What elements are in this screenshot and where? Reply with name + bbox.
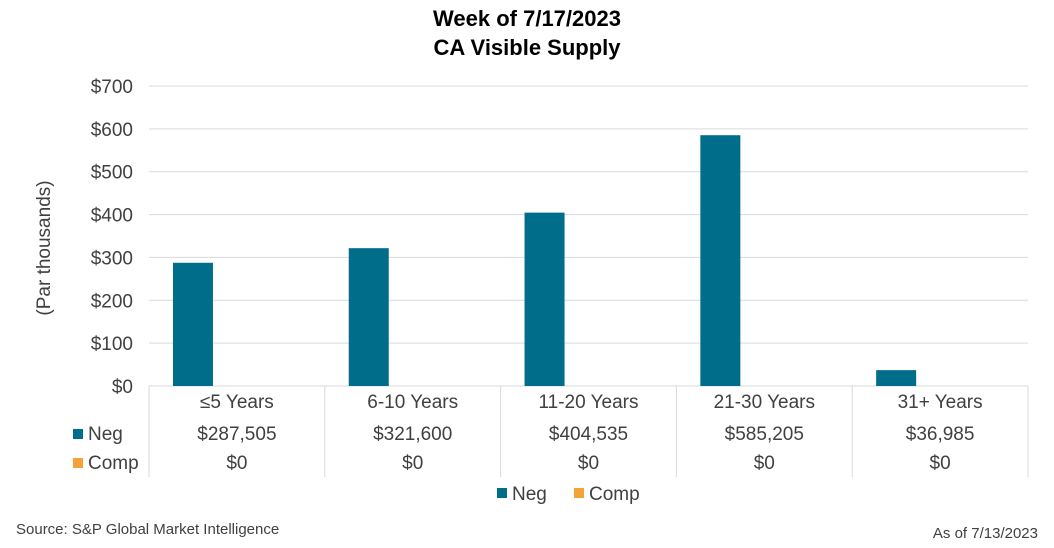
x-tick-label: ≤5 Years <box>200 392 274 413</box>
legend-swatch-comp <box>574 488 584 498</box>
legend-swatch-neg <box>497 488 507 498</box>
y-axis-label: (Par thousands) <box>34 180 55 315</box>
y-tick-label: $700 <box>91 77 133 98</box>
bar-neg <box>172 262 213 386</box>
table-key-comp <box>73 458 83 468</box>
bar-neg <box>700 135 741 386</box>
y-tick-label: $600 <box>91 120 133 141</box>
data-label: $0 <box>754 453 775 474</box>
legend-label: Comp <box>589 484 640 505</box>
data-label: $404,535 <box>549 424 628 445</box>
legend-label: Neg <box>512 484 547 505</box>
table-row-label: Neg <box>88 424 123 445</box>
data-label: $0 <box>226 453 247 474</box>
data-label: $36,985 <box>906 424 975 445</box>
data-label: $287,505 <box>197 424 276 445</box>
chart-subtitle: CA Visible Supply <box>433 35 621 60</box>
x-tick-label: 31+ Years <box>898 392 983 413</box>
y-tick-label: $300 <box>91 248 133 269</box>
y-tick-label: $100 <box>91 334 133 355</box>
data-label: $0 <box>930 453 951 474</box>
table-key-neg <box>73 429 83 439</box>
y-tick-label: $500 <box>91 163 133 184</box>
table-row-label: Comp <box>88 453 139 474</box>
chart-title: Week of 7/17/2023 <box>433 6 621 31</box>
data-label: $321,600 <box>373 424 452 445</box>
source-note: Source: S&P Global Market Intelligence <box>16 521 280 538</box>
y-tick-label: $200 <box>91 291 133 312</box>
x-tick-label: 21-30 Years <box>714 392 815 413</box>
x-tick-label: 11-20 Years <box>538 392 638 413</box>
y-tick-label: $400 <box>91 206 133 227</box>
data-label: $585,205 <box>725 424 804 445</box>
bar-neg <box>524 212 565 386</box>
x-tick-label: 6-10 Years <box>367 392 458 413</box>
as-of-date: As of 7/13/2023 <box>932 525 1038 542</box>
data-label: $0 <box>402 453 423 474</box>
bar-neg <box>348 248 389 386</box>
y-tick-label: $0 <box>112 377 133 398</box>
bar-neg <box>876 370 917 386</box>
data-label: $0 <box>578 453 599 474</box>
